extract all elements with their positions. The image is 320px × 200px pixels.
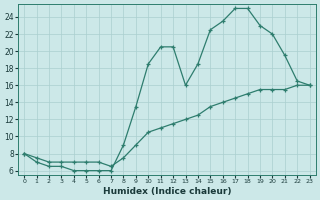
X-axis label: Humidex (Indice chaleur): Humidex (Indice chaleur) (103, 187, 231, 196)
